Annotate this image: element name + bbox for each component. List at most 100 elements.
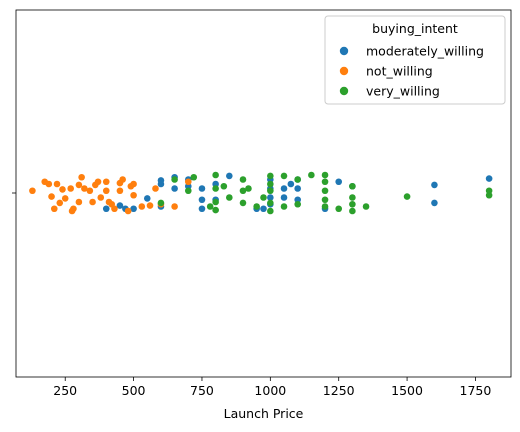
data-point [239, 176, 247, 183]
x-tick-label: 500 [122, 383, 146, 398]
data-point [146, 202, 154, 209]
data-point [226, 194, 233, 201]
data-point [253, 203, 260, 210]
data-point [335, 205, 343, 213]
data-point [157, 199, 165, 207]
data-point [485, 187, 493, 195]
data-point [226, 172, 233, 180]
data-point [349, 200, 356, 208]
data-point [61, 195, 69, 202]
x-tick-label: 1750 [460, 383, 492, 398]
plot-area [15, 9, 512, 378]
data-point [287, 180, 295, 188]
data-point [97, 194, 105, 201]
data-point [102, 205, 110, 213]
data-point [267, 172, 274, 180]
data-point [260, 194, 267, 201]
series-very_willing [157, 171, 493, 215]
series-not_willing [29, 173, 192, 215]
data-point [321, 196, 329, 204]
data-point [198, 196, 206, 204]
data-point [267, 187, 274, 195]
data-point [239, 187, 247, 195]
legend: buying_intent moderately_willing not_will… [324, 15, 506, 105]
data-point [267, 180, 274, 188]
data-point [431, 181, 438, 189]
data-point [124, 207, 132, 215]
data-point [184, 178, 192, 186]
data-point [308, 171, 315, 179]
data-point [321, 203, 329, 210]
x-tick-label: 750 [190, 383, 214, 398]
data-point [67, 185, 74, 192]
x-tick-label: 250 [53, 383, 77, 398]
legend-title: buying_intent [372, 21, 458, 36]
data-point [184, 187, 192, 195]
data-point [245, 185, 252, 192]
data-point [48, 193, 55, 200]
data-point [152, 185, 159, 192]
legend-label: moderately_willing [366, 44, 484, 59]
x-tick-label: 1250 [323, 383, 355, 398]
data-point [75, 198, 83, 206]
data-point [294, 185, 301, 192]
data-point [198, 185, 206, 192]
data-point [212, 198, 219, 206]
data-point [102, 187, 110, 195]
data-point [280, 185, 288, 192]
data-point [70, 205, 77, 213]
data-point [94, 178, 102, 186]
data-point [198, 205, 206, 213]
plot-frame [15, 9, 512, 378]
data-point [75, 181, 83, 189]
data-point [138, 203, 146, 210]
data-point [157, 180, 165, 188]
data-point [50, 205, 58, 213]
legend-label: not_willing [366, 64, 433, 79]
data-point [143, 195, 151, 202]
data-point [349, 207, 356, 215]
legend-item-moderately_willing: moderately_willing [339, 44, 484, 59]
data-point [171, 176, 178, 183]
legend-marker [339, 66, 349, 76]
data-point [267, 194, 274, 201]
data-point [89, 198, 96, 206]
data-point [280, 172, 288, 180]
data-point [78, 173, 85, 181]
data-point [130, 205, 137, 213]
data-point [29, 187, 36, 195]
data-point [267, 199, 274, 207]
data-point [260, 205, 267, 213]
data-point [130, 180, 137, 188]
data-point [206, 203, 214, 210]
data-point [86, 187, 94, 195]
data-point [267, 207, 274, 215]
data-point [294, 176, 301, 183]
data-point [212, 206, 219, 214]
data-point [220, 182, 228, 190]
data-point [335, 178, 343, 186]
legend-marker [339, 46, 349, 56]
data-point [321, 178, 329, 186]
legend-marker [339, 86, 349, 96]
data-point [280, 194, 288, 201]
data-point [280, 203, 288, 210]
data-point [403, 193, 411, 200]
x-axis-label: Launch Price [224, 406, 304, 421]
x-axis: 250 500 750 1000 1250 1500 1750 [53, 377, 491, 398]
data-point [81, 185, 88, 192]
data-point [321, 171, 329, 179]
data-point [59, 186, 66, 193]
data-point [190, 173, 198, 181]
data-point [53, 180, 61, 188]
x-tick-label: 1000 [254, 383, 286, 398]
data-point [431, 199, 438, 207]
data-point [102, 178, 110, 186]
data-point [485, 175, 493, 182]
data-point [212, 185, 219, 192]
data-point [119, 176, 126, 183]
data-point [349, 182, 356, 190]
data-point [362, 203, 370, 210]
data-point [45, 180, 53, 188]
